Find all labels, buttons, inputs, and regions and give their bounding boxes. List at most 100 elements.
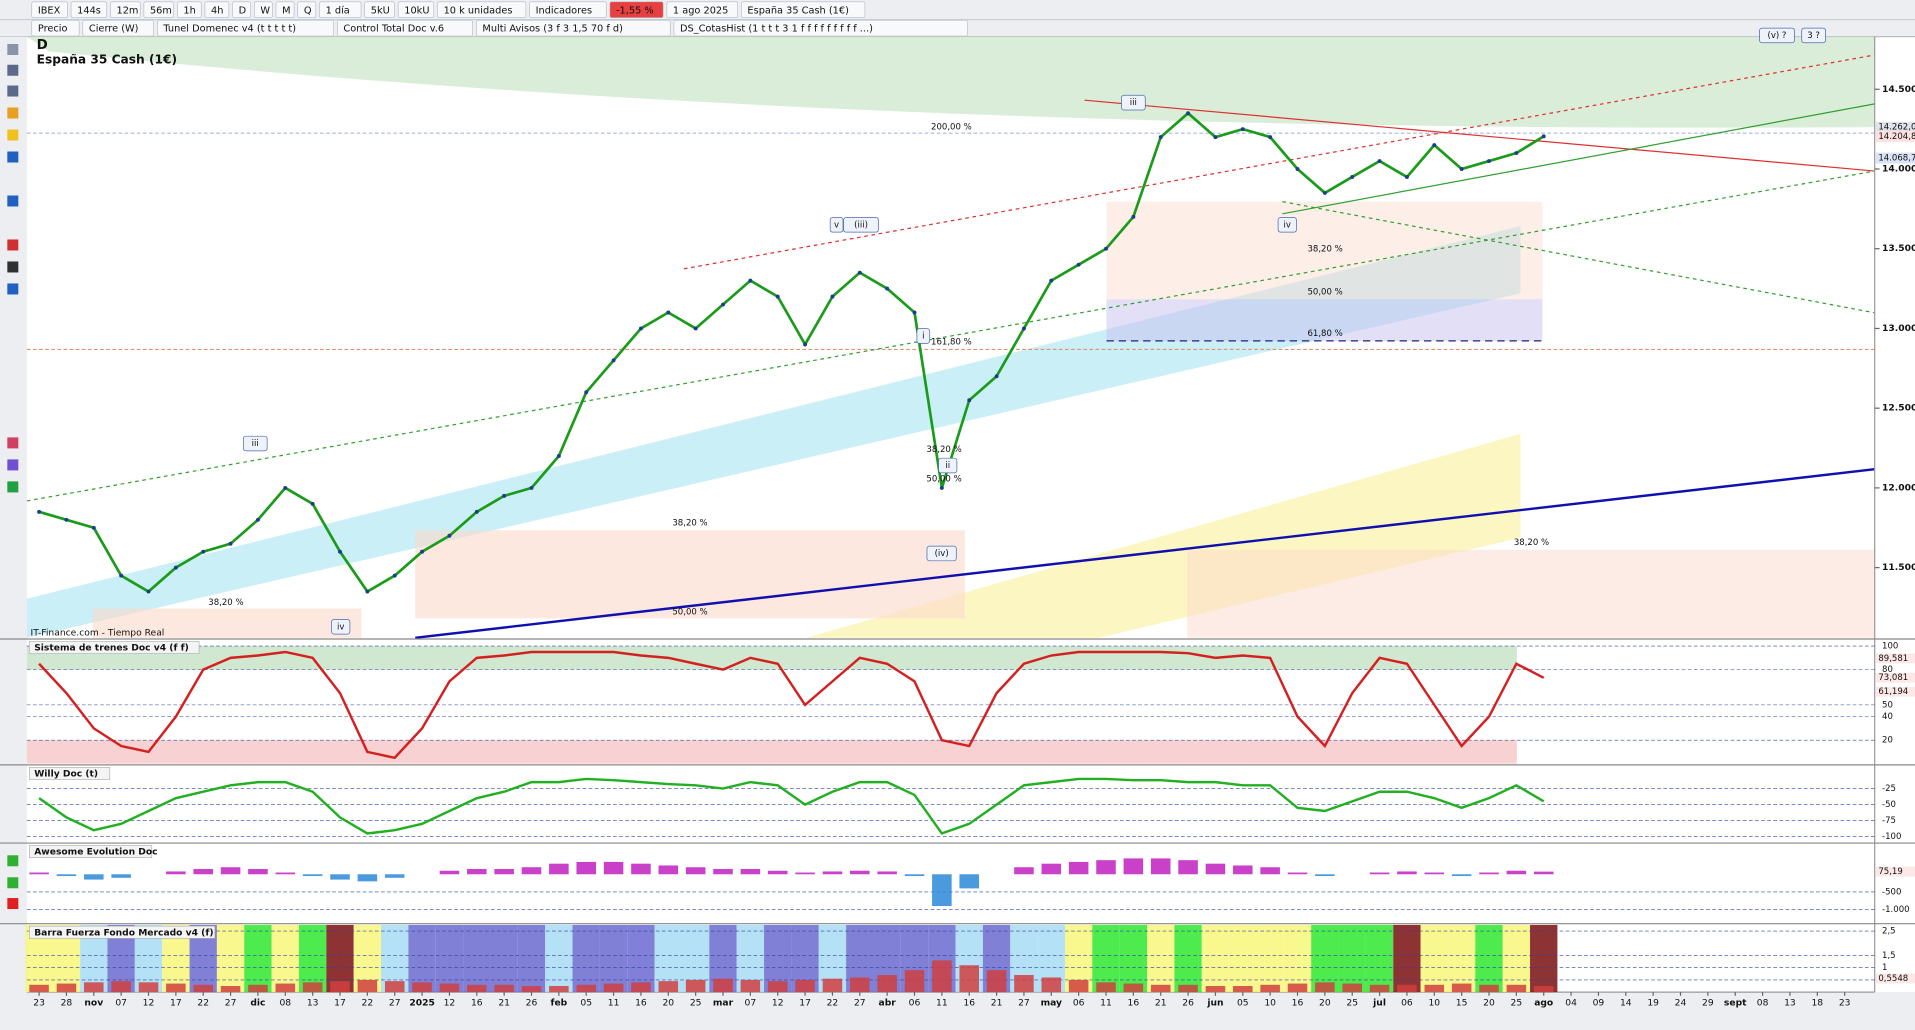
toolbar-label: 56m (150, 5, 172, 16)
toolbar-button[interactable] (673, 19, 968, 37)
toolbar-button[interactable] (177, 1, 202, 19)
tool-icon[interactable] (7, 855, 19, 867)
toolbar-button[interactable] (666, 1, 738, 19)
wave-label: (iii) (854, 220, 868, 230)
fib-label: 38,20 % (1514, 538, 1549, 548)
tool-icon[interactable] (7, 261, 19, 273)
toolbar-button[interactable] (31, 19, 80, 37)
toolbar-button[interactable] (82, 19, 154, 37)
toolbar-button[interactable] (275, 1, 295, 19)
y-tick-label: 14.000 (1882, 163, 1915, 174)
toolbar-label: -1,55 % (616, 5, 654, 16)
tool-icon[interactable] (7, 64, 19, 76)
histogram-bar (1233, 865, 1253, 875)
x-tick-label: 21 (498, 998, 510, 1009)
value-tag (1875, 653, 1915, 664)
tool-icon[interactable] (7, 239, 19, 251)
tool-icon[interactable] (7, 283, 19, 295)
strength-bar (330, 981, 350, 993)
toolbar-button[interactable] (476, 19, 671, 37)
close-point (1240, 127, 1245, 132)
panel-title: Awesome Evolution Doc (34, 847, 157, 858)
x-tick-label: 26 (526, 998, 538, 1009)
x-tick-label: 07 (115, 998, 127, 1009)
zone (298, 924, 327, 993)
toolbar-button[interactable] (337, 19, 473, 37)
toolbar-button[interactable] (31, 1, 68, 19)
x-tick-label: 10 (1264, 998, 1276, 1009)
fib-zone (1106, 201, 1543, 300)
tool-icon[interactable] (7, 151, 19, 163)
strength-bar (685, 979, 706, 993)
zone (1447, 924, 1476, 993)
x-tick-label: 12 (444, 998, 456, 1009)
x-tick-label: 22 (362, 998, 374, 1009)
zone (627, 924, 655, 993)
tool-icon[interactable] (7, 877, 19, 889)
x-tick-label: 28 (61, 998, 73, 1009)
strength-bar (248, 984, 268, 993)
strength-bar (521, 986, 542, 993)
histogram-bar (1479, 872, 1499, 875)
toolbar-button[interactable] (609, 1, 664, 19)
x-tick-label: 27 (225, 998, 237, 1009)
histogram-bar (959, 874, 979, 889)
x-tick-label: 18 (1811, 998, 1823, 1009)
close-point (830, 294, 835, 299)
close-point (1541, 134, 1546, 139)
tool-icons (7, 43, 19, 910)
tool-icon[interactable] (7, 459, 19, 471)
toolbar-button[interactable] (253, 1, 273, 19)
close-point (447, 533, 452, 538)
tool-icon[interactable] (7, 195, 19, 207)
close-point (338, 549, 342, 554)
x-tick-label: 21 (1155, 998, 1167, 1009)
toolbar-button[interactable] (204, 1, 230, 19)
tool-icon[interactable] (7, 898, 19, 910)
trend-line (26, 170, 1875, 502)
toolbar-button[interactable] (319, 1, 362, 19)
wave-label: (v) ? (1768, 31, 1787, 41)
histogram-bar (850, 870, 870, 875)
toolbar-button[interactable] (741, 1, 866, 19)
toolbar-button[interactable] (143, 1, 174, 19)
tool-icon[interactable] (7, 85, 19, 97)
trend-line (1282, 201, 1875, 314)
toolbar-label: 144s (77, 5, 101, 16)
close-point (1268, 135, 1273, 140)
x-tick-label: may (1041, 998, 1062, 1009)
toolbar-button[interactable] (437, 1, 527, 19)
toolbar-button[interactable] (156, 19, 334, 37)
toolbar-button[interactable] (110, 1, 141, 19)
histogram-bar (1123, 858, 1144, 875)
x-tick-label: mar (713, 998, 734, 1009)
strength-bar (549, 986, 569, 993)
tool-icon[interactable] (7, 107, 19, 119)
close-point (584, 390, 589, 395)
tool-icon[interactable] (7, 437, 19, 449)
toolbar-button[interactable] (364, 1, 395, 19)
toolbar-button[interactable] (70, 1, 108, 19)
wave-label-box (926, 545, 957, 562)
tool-icon[interactable] (7, 43, 19, 55)
period-label: D (37, 38, 48, 53)
toolbar-button[interactable] (529, 1, 607, 19)
strength-bar (138, 982, 159, 993)
toolbar-label: Q (304, 5, 312, 16)
value-tag (1875, 973, 1915, 984)
x-tick-label: jul (1372, 998, 1386, 1009)
value-tag-label: 89,581 (1878, 654, 1908, 664)
x-tick-label: 25 (1346, 998, 1358, 1009)
x-tick-label: 23 (1839, 998, 1851, 1009)
toolbar-button[interactable] (397, 1, 435, 19)
toolbar-button[interactable] (232, 1, 251, 19)
wave-label-box (331, 619, 351, 635)
strength-bar (1014, 975, 1034, 993)
histogram-bar (904, 874, 925, 877)
tool-icon[interactable] (7, 481, 19, 493)
x-tick-label: 05 (580, 998, 592, 1009)
strength-bar (1233, 986, 1253, 993)
toolbar-button[interactable] (297, 1, 317, 19)
tool-icon[interactable] (7, 129, 19, 141)
